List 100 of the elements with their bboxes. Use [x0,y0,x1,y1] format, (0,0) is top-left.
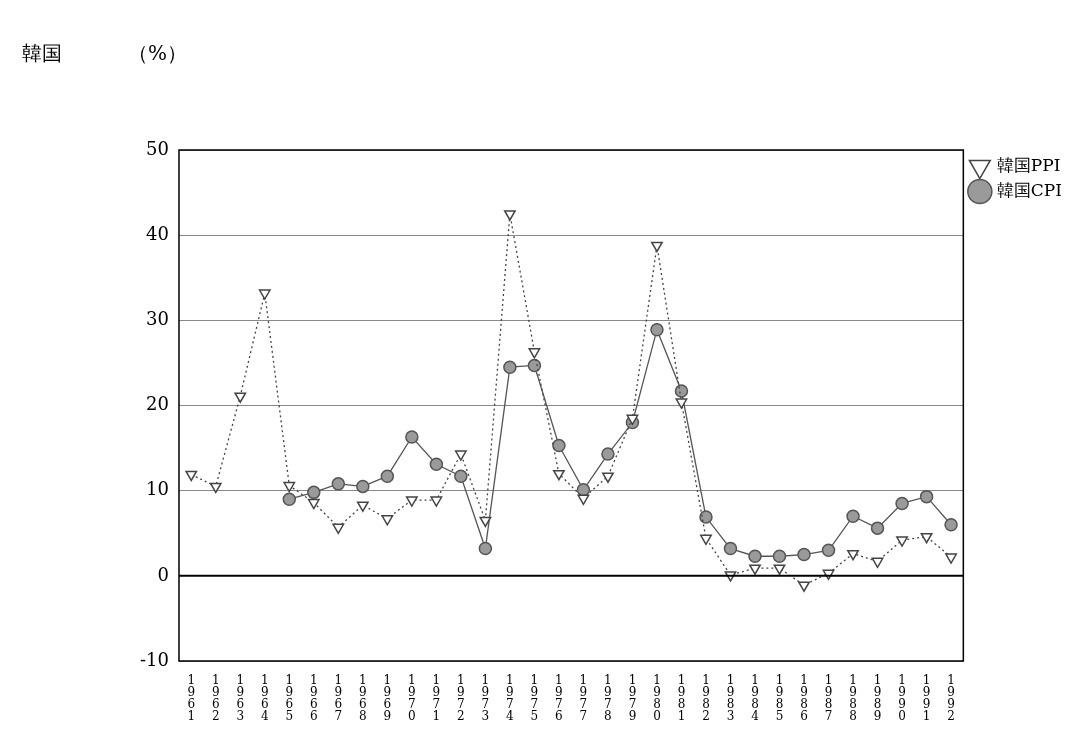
point [552,438,566,453]
point [283,481,296,493]
y-tick-label: 50 [146,137,169,159]
y-tick-label: -10 [139,648,169,670]
point [675,398,688,409]
x-tick-label: 1973 [481,673,490,724]
x-tick-label: 1985 [775,673,784,724]
x-tick-label: 1970 [408,673,416,724]
x-tick-label: 1969 [383,673,392,724]
x-tick-label: 1979 [628,673,637,724]
x-tick-label: 1977 [579,673,588,724]
x-tick-label: 1964 [260,673,269,724]
x-tick-label: 1980 [653,673,661,724]
y-tick-label: 0 [157,563,169,585]
x-tick-label: 1991 [922,673,931,724]
point [332,523,345,535]
x-tick-label: 1984 [751,673,760,724]
point [577,494,590,506]
point [920,532,933,544]
x-tick-label: 1967 [334,673,343,724]
y-tick-label: 20 [146,393,169,415]
point [405,496,418,507]
legend-label: 韓国CPI [996,179,1063,200]
point [503,360,517,374]
x-tick-label: 1971 [432,673,441,724]
point [821,543,836,558]
y-tick-label: 40 [146,222,169,244]
x-tick-label: 1961 [187,673,196,724]
x-tick-label: 1963 [236,673,245,724]
point [331,477,346,491]
point [945,553,958,564]
point [870,521,885,535]
x-tick-label: 1972 [457,673,465,724]
x-tick-label: 1968 [359,673,367,724]
x-tick-label: 1983 [726,673,735,724]
point [380,469,395,483]
point [749,564,761,575]
legend-label: 韓国PPI [996,154,1061,175]
point [234,392,247,403]
point [454,450,467,461]
point [429,457,444,472]
point [307,485,321,500]
point [896,536,909,547]
point [209,482,222,494]
x-tick-label: 1989 [873,673,882,724]
point [846,509,860,523]
point [626,414,639,426]
point [576,483,591,497]
point [381,515,394,526]
point [674,384,689,398]
point [944,517,958,532]
x-tick-label: 1974 [506,673,515,724]
y-axis-title: （%） [128,40,188,67]
point [527,358,542,373]
point [479,516,492,528]
point [430,496,443,507]
point [699,510,713,524]
point [552,469,565,481]
x-tick-label: 1986 [800,673,808,724]
x-tick-label: 1988 [849,673,857,724]
point [651,241,663,253]
y-tick-label: 10 [146,478,169,500]
point [528,348,541,359]
x-tick-label: 1966 [309,673,318,724]
x-tick-label: 1992 [947,673,955,724]
point [258,289,271,300]
point [748,549,762,563]
point [601,447,615,461]
chart-title: 韓国 [22,40,62,67]
point [356,479,370,494]
y-tick-label: 30 [146,308,169,330]
point [454,469,468,483]
point [797,547,811,562]
point [895,496,909,511]
point [356,501,369,512]
point [871,557,884,569]
point [601,472,614,483]
x-tick-label: 1962 [211,673,220,724]
x-tick-label: 1981 [677,673,686,724]
point [503,210,516,221]
point [723,541,738,556]
x-tick-label: 1978 [604,673,612,724]
point [405,430,419,444]
x-tick-label: 1975 [530,673,539,724]
x-tick-label: 1987 [824,673,833,724]
point [282,492,297,506]
x-tick-label: 1982 [702,673,710,724]
x-tick-label: 1965 [285,673,294,724]
point [773,564,786,575]
point [478,541,493,556]
x-tick-label: 1990 [898,673,906,724]
point [847,549,859,561]
point [185,470,198,482]
point [798,581,810,592]
point [307,498,320,510]
point [772,549,787,563]
point [919,489,934,504]
x-tick-label: 1976 [555,673,563,724]
point [700,534,712,546]
point [650,322,664,337]
